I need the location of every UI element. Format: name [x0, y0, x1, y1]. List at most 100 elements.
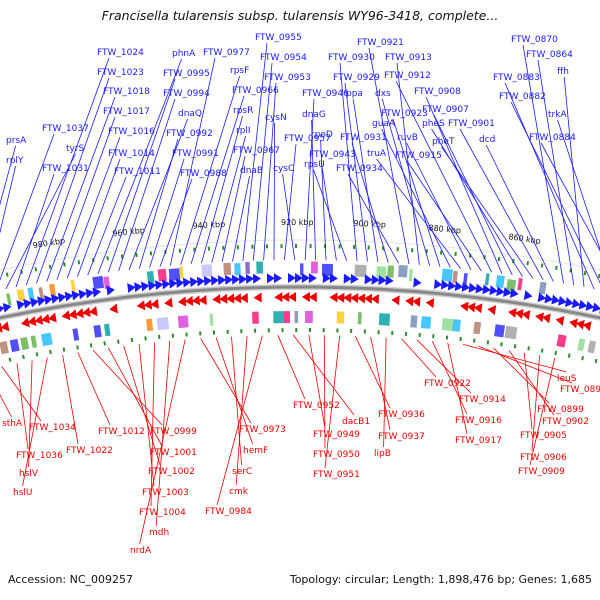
feature-box-inner [30, 335, 38, 349]
forward-gene-arrow [371, 274, 380, 285]
reverse-gene-leader [370, 336, 391, 431]
inner-tick-mark [22, 354, 25, 360]
feature-box-outer [495, 275, 505, 289]
forward-gene-label: FTW_1024 [97, 48, 144, 58]
inner-tick-mark [49, 349, 52, 355]
forward-gene-label: dnaB [240, 166, 263, 176]
forward-gene-label: FTW_0966 [232, 86, 279, 96]
feature-box-outer [462, 273, 468, 286]
forward-gene-leader [97, 58, 182, 274]
feature-box-inner [336, 311, 345, 324]
forward-gene-leader [381, 98, 431, 266]
outer-tick-mark [48, 264, 52, 269]
forward-gene-leader [431, 128, 523, 277]
reverse-gene-leader [323, 335, 326, 449]
reverse-gene-arrow [350, 293, 359, 304]
forward-gene-label: FTW_0943 [309, 150, 356, 160]
reverse-gene-arrow [301, 292, 310, 303]
forward-gene-label: trkA [548, 110, 567, 120]
reverse-gene-leader [150, 342, 155, 507]
reverse-gene-arrow [212, 294, 221, 305]
reverse-gene-arrow [521, 310, 531, 321]
reverse-gene-label: FTW_1034 [29, 423, 76, 433]
reverse-gene-arrow [412, 296, 421, 307]
forward-gene-leader [406, 142, 472, 270]
forward-gene-arrow [364, 274, 373, 285]
forward-gene-leader [282, 173, 296, 261]
inner-tick-mark [540, 348, 544, 353]
reverse-gene-leader [155, 340, 171, 527]
feature-box-inner [20, 336, 30, 351]
forward-gene-leader [441, 146, 534, 279]
forward-gene-arrow [217, 275, 227, 286]
forward-gene-arrow [544, 293, 554, 304]
feature-box-inner [252, 311, 259, 324]
inner-tick-mark [103, 341, 106, 346]
reverse-gene-leader [108, 347, 163, 447]
forward-gene-label: FTW_0930 [328, 53, 375, 63]
inner-tick-mark [8, 357, 12, 362]
reverse-gene-arrow [164, 297, 173, 308]
forward-gene-leader [510, 101, 600, 284]
reverse-gene-label: FTW_1036 [16, 451, 63, 461]
reverse-gene-label: FTW_0950 [313, 450, 360, 460]
forward-gene-arrow [64, 291, 74, 302]
forward-gene-arrow [210, 275, 220, 286]
feature-box-outer [398, 264, 408, 278]
feature-box-outer [354, 264, 367, 278]
reverse-gene-label: FTW_0902 [542, 417, 589, 427]
feature-box-outer [6, 293, 12, 306]
outer-tick-mark [497, 257, 501, 262]
reverse-gene-arrow [150, 298, 159, 309]
forward-gene-leader [313, 169, 348, 261]
reverse-gene-label: leuS [557, 374, 577, 384]
feature-box-inner [283, 311, 291, 324]
reverse-gene-label: FTW_0922 [424, 379, 471, 389]
forward-gene-label: FTW_0929 [333, 73, 380, 83]
outer-tick-mark [63, 262, 66, 267]
reverse-gene-label: FTW_0951 [313, 470, 360, 480]
forward-gene-label: FTW_0931 [340, 133, 387, 143]
forward-gene-arrow [510, 288, 519, 298]
feature-box-outer [38, 287, 45, 300]
reverse-gene-leader [139, 339, 186, 545]
map-title: Francisella tularensis subsp. tularensis… [101, 8, 499, 23]
forward-gene-leader [107, 78, 176, 273]
forward-gene-arrow [106, 285, 115, 296]
reverse-gene-arrow [363, 293, 373, 304]
forward-gene-leader [242, 42, 268, 262]
reverse-gene-label: FTW_0905 [520, 431, 567, 441]
forward-gene-label: dcd [479, 135, 495, 145]
reverse-gene-arrow [61, 310, 71, 321]
feature-box-outer [538, 281, 547, 295]
reverse-gene-arrow [27, 316, 37, 326]
forward-gene-leader [66, 136, 121, 279]
feature-box-outer [49, 283, 57, 297]
reverse-gene-label: FTW_1001 [150, 448, 197, 458]
reverse-gene-arrow [136, 300, 146, 311]
forward-gene-label: FTW_0870 [511, 35, 558, 45]
outer-tick-mark [34, 267, 38, 272]
forward-gene-leader [396, 62, 420, 265]
reverse-gene-label: FTW_0952 [293, 401, 340, 411]
reverse-gene-arrow [184, 295, 194, 306]
forward-gene-arrow [231, 274, 241, 285]
forward-gene-leader [339, 62, 358, 262]
feature-box-inner [0, 341, 9, 355]
reverse-gene-arrow [109, 303, 118, 314]
feature-box-inner [305, 310, 313, 324]
reverse-gene-arrow [405, 296, 414, 307]
forward-gene-arrow [503, 287, 512, 297]
feature-box-inner [587, 340, 597, 354]
forward-gene-arrow [266, 273, 275, 284]
forward-gene-label: pheT [432, 137, 455, 147]
outer-tick-mark [526, 261, 529, 266]
forward-gene-leader [459, 128, 544, 280]
forward-gene-label: FTW_0912 [384, 71, 431, 81]
reverse-gene-arrow [487, 305, 497, 316]
forward-gene-leader [263, 82, 277, 261]
feature-box-inner [420, 316, 432, 329]
feature-box-outer [179, 266, 184, 279]
forward-gene-leader [128, 118, 188, 270]
forward-gene-arrow [168, 278, 178, 289]
